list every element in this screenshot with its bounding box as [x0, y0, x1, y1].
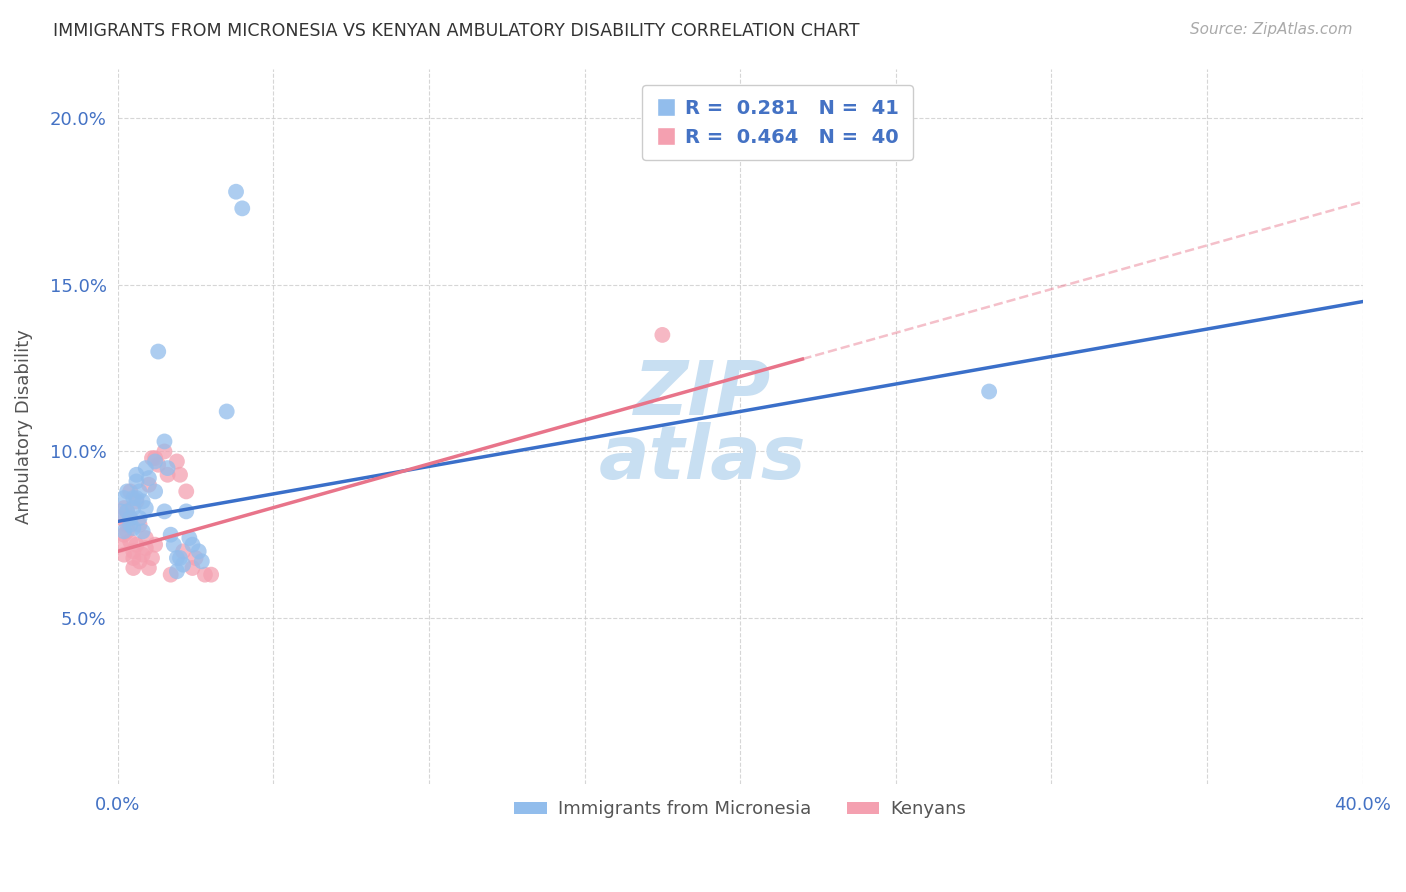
Point [172, 544, 194, 558]
Point [148, 344, 170, 359]
Point [115, 484, 138, 499]
Point [153, 444, 176, 458]
Text: Source: ZipAtlas.com: Source: ZipAtlas.com [1189, 22, 1353, 37]
Point [128, 511, 150, 525]
Point [122, 521, 145, 535]
Point [143, 484, 166, 499]
Point [184, 551, 207, 566]
Point [156, 467, 179, 482]
Point [125, 467, 148, 482]
Point [156, 461, 179, 475]
Point [166, 564, 188, 578]
Point [131, 494, 153, 508]
Point [174, 504, 197, 518]
Point [125, 475, 148, 489]
Point [120, 511, 142, 525]
Point [128, 554, 150, 568]
Legend: Immigrants from Micronesia, Kenyans: Immigrants from Micronesia, Kenyans [508, 793, 973, 825]
Point [141, 451, 163, 466]
Point [159, 567, 181, 582]
Point [181, 538, 204, 552]
Point [191, 554, 214, 568]
Point [120, 534, 142, 549]
Text: IMMIGRANTS FROM MICRONESIA VS KENYAN AMBULATORY DISABILITY CORRELATION CHART: IMMIGRANTS FROM MICRONESIA VS KENYAN AMB… [53, 22, 860, 40]
Point [122, 501, 145, 516]
Point [125, 491, 148, 505]
Point [112, 491, 135, 505]
Point [143, 454, 166, 468]
Point [122, 551, 145, 566]
Point [166, 551, 188, 566]
Point [135, 541, 157, 555]
Point [131, 548, 153, 562]
Point [112, 527, 135, 541]
Point [148, 458, 170, 472]
Point [122, 561, 145, 575]
Point [215, 404, 238, 418]
Point [125, 538, 148, 552]
Point [125, 494, 148, 508]
Point [194, 567, 217, 582]
Point [979, 384, 1001, 399]
Point [138, 561, 160, 575]
Point [153, 434, 176, 449]
Point [120, 517, 142, 532]
Point [115, 524, 138, 539]
Point [179, 531, 201, 545]
Point [122, 544, 145, 558]
Point [651, 327, 673, 342]
Point [225, 185, 247, 199]
Point [187, 544, 209, 558]
Point [138, 471, 160, 485]
Point [122, 491, 145, 505]
Text: ZIP
atlas: ZIP atlas [599, 358, 807, 495]
Point [231, 202, 253, 216]
Point [128, 484, 150, 499]
Point [120, 511, 142, 525]
Point [112, 501, 135, 516]
Point [143, 538, 166, 552]
Point [135, 461, 157, 475]
Point [115, 517, 138, 532]
Point [115, 504, 138, 518]
Point [200, 567, 222, 582]
Point [112, 524, 135, 539]
Point [141, 551, 163, 566]
Point [169, 467, 191, 482]
Point [163, 538, 186, 552]
Point [153, 504, 176, 518]
Point [172, 558, 194, 572]
Point [159, 527, 181, 541]
Point [128, 517, 150, 532]
Y-axis label: Ambulatory Disability: Ambulatory Disability [15, 329, 32, 524]
Point [120, 484, 142, 499]
Point [169, 551, 191, 566]
Point [110, 504, 132, 518]
Point [110, 538, 132, 552]
Point [135, 501, 157, 516]
Point [135, 531, 157, 545]
Point [131, 524, 153, 539]
Point [166, 454, 188, 468]
Point [112, 548, 135, 562]
Point [115, 504, 138, 518]
Point [181, 561, 204, 575]
Point [143, 451, 166, 466]
Point [110, 511, 132, 525]
Point [174, 484, 197, 499]
Point [138, 477, 160, 491]
